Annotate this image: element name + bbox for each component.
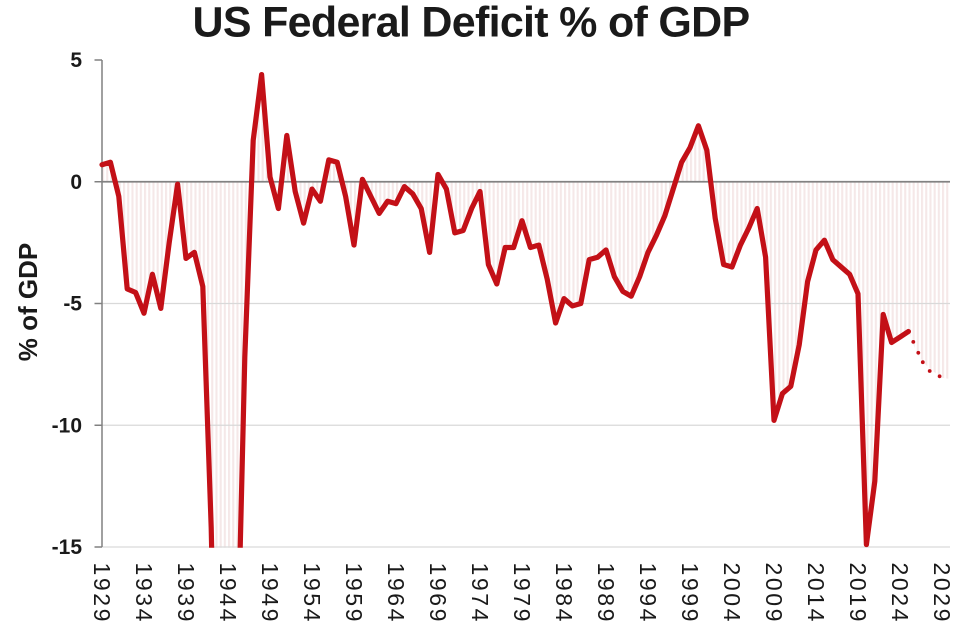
svg-text:2014: 2014 <box>803 563 829 625</box>
svg-text:US Federal Deficit % of GDP: US Federal Deficit % of GDP <box>193 0 750 47</box>
svg-text:1949: 1949 <box>257 563 283 625</box>
svg-text:2029: 2029 <box>929 563 955 625</box>
svg-text:1929: 1929 <box>89 563 115 625</box>
svg-text:1984: 1984 <box>551 563 577 625</box>
svg-text:1969: 1969 <box>425 563 451 625</box>
svg-text:1939: 1939 <box>173 563 199 625</box>
svg-text:1964: 1964 <box>383 563 409 625</box>
svg-text:2009: 2009 <box>761 563 787 625</box>
svg-text:1989: 1989 <box>593 563 619 625</box>
svg-text:-5: -5 <box>63 293 82 316</box>
svg-text:5: 5 <box>70 49 82 72</box>
svg-text:1944: 1944 <box>215 563 241 625</box>
svg-text:1974: 1974 <box>467 563 493 625</box>
svg-text:1959: 1959 <box>341 563 367 625</box>
svg-text:0: 0 <box>70 171 82 194</box>
svg-text:1954: 1954 <box>299 563 325 625</box>
svg-text:% of GDP: % of GDP <box>13 243 43 361</box>
svg-text:2004: 2004 <box>719 563 745 625</box>
svg-text:-10: -10 <box>52 414 82 437</box>
svg-text:1994: 1994 <box>635 563 661 625</box>
svg-text:2019: 2019 <box>845 563 871 625</box>
svg-text:1979: 1979 <box>509 563 535 625</box>
svg-text:2024: 2024 <box>887 563 913 625</box>
svg-text:1999: 1999 <box>677 563 703 625</box>
svg-text:-15: -15 <box>52 536 83 559</box>
svg-text:1934: 1934 <box>131 563 157 625</box>
